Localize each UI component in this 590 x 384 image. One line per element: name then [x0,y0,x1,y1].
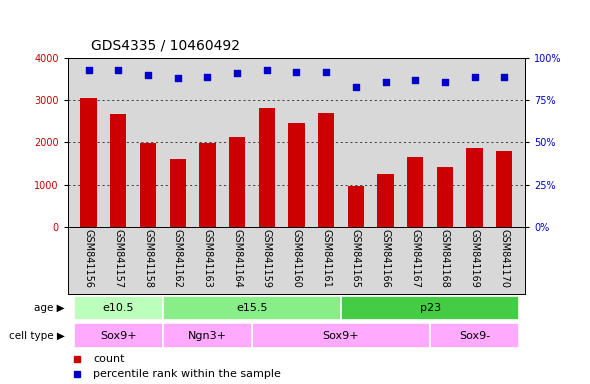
Point [322,68,331,74]
Text: GSM841168: GSM841168 [440,229,450,288]
Bar [318,113,335,227]
Point [114,67,123,73]
Point [440,79,450,85]
Bar [169,159,186,227]
Text: GSM841160: GSM841160 [291,229,301,288]
Bar [496,151,513,227]
Point [203,73,212,79]
Bar [289,124,304,227]
Bar [74,296,163,320]
Point [173,75,182,81]
Point [500,73,509,79]
Text: Sox9+: Sox9+ [323,331,359,341]
Bar [437,167,453,227]
Point [84,67,93,73]
Bar [348,186,364,227]
Text: GSM841159: GSM841159 [262,229,272,288]
Text: GDS4335 / 10460492: GDS4335 / 10460492 [91,38,241,52]
Bar [378,174,394,227]
Point [232,70,242,76]
Text: Ngn3+: Ngn3+ [188,331,227,341]
Point [143,72,153,78]
Bar [199,143,215,227]
Text: GSM841156: GSM841156 [84,229,94,288]
Bar [467,148,483,227]
Bar [163,323,252,348]
Bar [74,323,163,348]
Text: p23: p23 [419,303,441,313]
Point [292,68,301,74]
Bar [140,143,156,227]
Bar [430,323,519,348]
Bar [229,137,245,227]
Text: percentile rank within the sample: percentile rank within the sample [93,369,281,379]
Text: GSM841161: GSM841161 [321,229,331,288]
Text: cell type ▶: cell type ▶ [9,331,65,341]
Text: GSM841166: GSM841166 [381,229,391,288]
Text: Sox9-: Sox9- [459,331,490,341]
Text: age ▶: age ▶ [34,303,65,313]
Text: GSM841167: GSM841167 [410,229,420,288]
Text: GSM841169: GSM841169 [470,229,480,288]
Text: GSM841162: GSM841162 [173,229,183,288]
Text: count: count [93,354,124,364]
Bar [110,114,126,227]
Text: GSM841163: GSM841163 [202,229,212,288]
Bar [163,296,341,320]
Point [351,84,360,90]
Text: Sox9+: Sox9+ [100,331,137,341]
Text: e15.5: e15.5 [236,303,268,313]
Point [411,77,420,83]
Bar [258,108,275,227]
Point [470,73,479,79]
Text: GSM841158: GSM841158 [143,229,153,288]
Text: GSM841157: GSM841157 [113,229,123,288]
Point [381,79,390,85]
Bar [80,98,97,227]
Point [262,67,271,73]
Text: e10.5: e10.5 [103,303,134,313]
Text: GSM841170: GSM841170 [499,229,509,288]
Bar [341,296,519,320]
Bar [407,157,424,227]
Text: GSM841164: GSM841164 [232,229,242,288]
Bar [252,323,430,348]
Text: GSM841165: GSM841165 [351,229,361,288]
